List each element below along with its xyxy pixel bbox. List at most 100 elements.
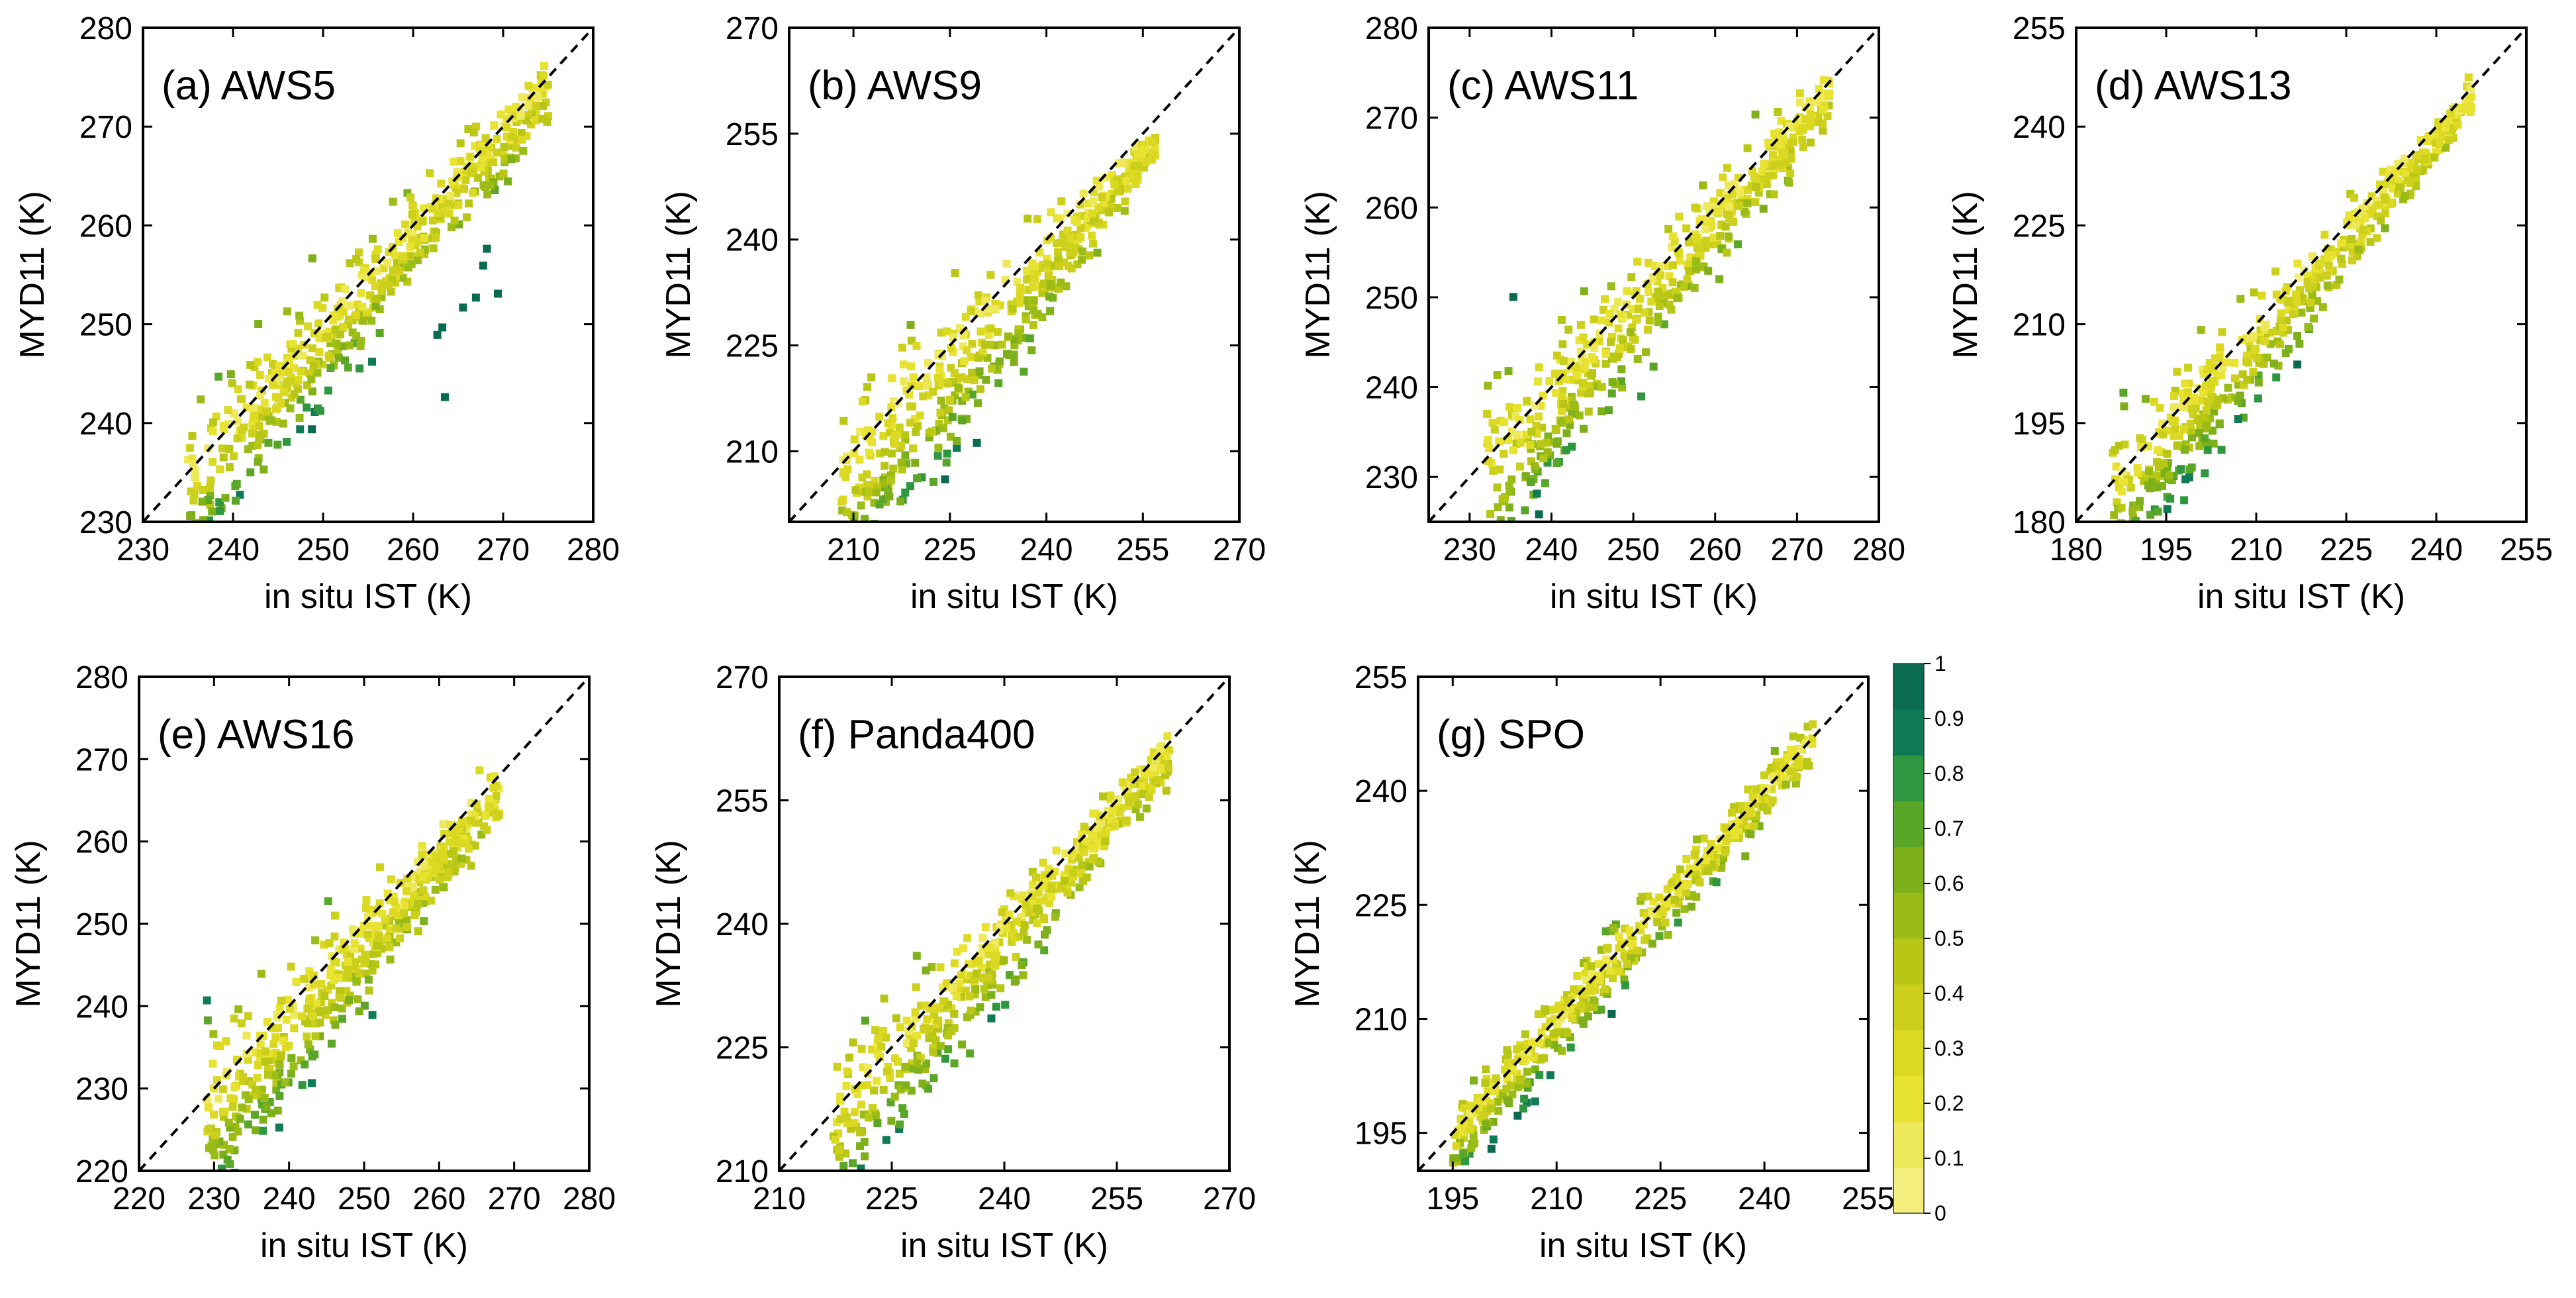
one-to-one-line [1418, 677, 1868, 1171]
data-point [1520, 1094, 1529, 1103]
data-point [1484, 436, 1492, 444]
data-point [1601, 349, 1610, 358]
data-point [1771, 131, 1780, 140]
data-point [269, 360, 277, 368]
data-point [250, 1111, 259, 1119]
data-point [2434, 118, 2443, 126]
data-point [419, 886, 428, 895]
data-point [1780, 774, 1788, 782]
data-point [1703, 202, 1711, 211]
data-point [1541, 479, 1549, 487]
data-point [467, 169, 475, 177]
data-point [481, 134, 490, 142]
data-point [1098, 193, 1106, 201]
data-point [242, 1031, 251, 1040]
data-point [1078, 247, 1087, 256]
data-point [1130, 768, 1139, 777]
data-point [252, 1086, 260, 1095]
data-point [1803, 758, 1811, 766]
data-point [1782, 780, 1790, 789]
data-point [466, 152, 475, 161]
x-tick-label: 210 [753, 1181, 806, 1217]
panel-4: 180 195 210 225 240 255 180 195 210 225 240 255 in s… [1946, 11, 2553, 616]
data-point [358, 303, 367, 311]
data-point [1728, 809, 1737, 817]
data-point [954, 383, 963, 392]
data-point [330, 1003, 338, 1011]
x-tick-label: 230 [187, 1181, 240, 1217]
data-point [933, 374, 942, 382]
data-point [1746, 809, 1754, 817]
data-point [1487, 1144, 1496, 1153]
data-point [473, 174, 482, 182]
data-point [236, 1115, 244, 1123]
data-point [1495, 437, 1503, 446]
data-point [880, 994, 888, 1003]
data-point [1132, 176, 1141, 185]
data-point [1748, 793, 1757, 801]
data-point [259, 1115, 267, 1124]
data-point [1034, 940, 1043, 949]
data-point [2128, 507, 2137, 516]
data-point [1801, 115, 1810, 123]
data-point [1531, 462, 1539, 471]
data-point [303, 1032, 311, 1041]
data-point [906, 321, 915, 329]
y-tick-label: 260 [79, 209, 132, 244]
data-point [1033, 309, 1042, 318]
data-point [1576, 1001, 1585, 1010]
data-point [225, 463, 234, 472]
data-point [871, 1026, 880, 1034]
data-point [1617, 365, 1626, 374]
data-point [1668, 261, 1677, 270]
data-point [2148, 478, 2156, 487]
x-tick-label: 280 [563, 1181, 616, 1217]
data-point [2201, 434, 2209, 442]
data-point [1033, 215, 1041, 223]
y-tick-label: 250 [79, 308, 132, 343]
data-point [264, 374, 273, 383]
data-point [1057, 197, 1066, 205]
data-point [238, 426, 246, 434]
data-point [1664, 225, 1673, 233]
data-point [1541, 1007, 1550, 1015]
colorbar-segment [1893, 984, 1924, 1030]
data-point [1125, 799, 1134, 807]
data-point [873, 1119, 882, 1128]
data-point [971, 985, 980, 994]
data-point [483, 190, 492, 199]
data-point [899, 360, 908, 369]
data-point [1614, 324, 1623, 333]
data-point [2203, 397, 2212, 406]
data-point [1796, 746, 1805, 754]
data-point [1564, 325, 1573, 334]
data-point [857, 1164, 865, 1171]
data-point [1532, 421, 1541, 430]
data-point [901, 431, 910, 440]
data-point [1044, 272, 1053, 281]
data-point [191, 519, 200, 522]
data-point [1654, 287, 1662, 296]
data-point [507, 155, 516, 164]
data-point [1641, 936, 1649, 944]
data-point [1604, 406, 1613, 415]
data-point [1709, 233, 1718, 242]
data-point [237, 1019, 246, 1028]
panel-2: 210 225 240 255 270 210 225 240 255 270 in situ IS… [659, 11, 1266, 616]
data-point [889, 538, 897, 546]
data-point [1483, 409, 1492, 418]
scatter-points [1483, 76, 1834, 522]
data-point [311, 1032, 320, 1040]
data-point [385, 942, 394, 951]
data-point [456, 139, 465, 148]
x-tick-label: 210 [827, 532, 880, 568]
data-point [516, 111, 525, 120]
data-point [885, 492, 894, 501]
data-point [495, 811, 503, 820]
data-point [1712, 878, 1721, 887]
data-point [1076, 233, 1085, 242]
data-point [2202, 405, 2211, 414]
data-point [2348, 256, 2356, 265]
data-point [299, 351, 307, 360]
data-point [1687, 903, 1695, 911]
